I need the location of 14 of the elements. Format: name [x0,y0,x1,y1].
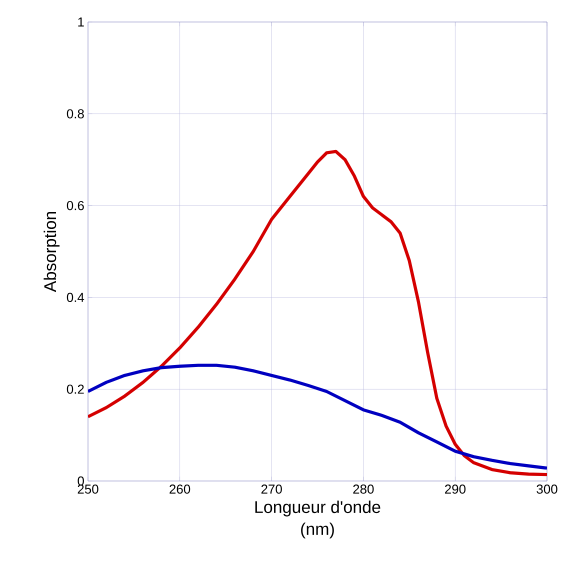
y-tick-label: 0.2 [66,384,84,394]
line-series [88,150,547,476]
y-tick-label: 0.4 [66,292,84,302]
y-tick-label: 0.6 [66,200,84,210]
x-tick-label: 270 [261,484,282,494]
x-tick-label: 300 [536,484,558,494]
x-tick-label: 250 [78,484,98,494]
y-tick-label: 0.8 [66,109,84,118]
x-tick-label: 290 [445,484,466,494]
x-tick-label: 280 [353,484,374,494]
x-axis-title: Longueur d'onde (nm) [255,500,380,538]
x-tick-label: 260 [170,484,190,494]
y-axis-title: Absorption [44,212,60,292]
y-tick-label: 1 [78,18,84,26]
